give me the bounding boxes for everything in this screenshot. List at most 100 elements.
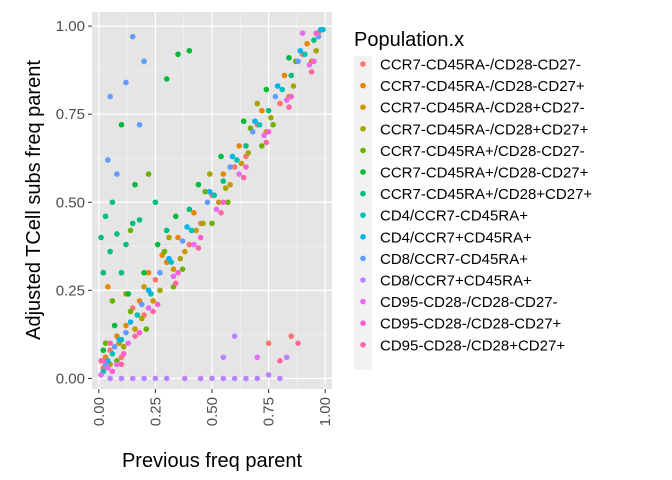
x-tick-label: 0.75: [261, 397, 278, 426]
legend-label: CCR7-CD45RA-/CD28+CD27+: [380, 121, 589, 138]
data-point: [136, 329, 143, 336]
data-point: [306, 62, 313, 68]
data-point: [129, 33, 136, 40]
data-point: [179, 266, 186, 273]
legend-key: [360, 277, 366, 283]
data-point: [179, 238, 186, 244]
legend-key: [360, 126, 366, 132]
data-point: [197, 375, 204, 382]
data-point: [302, 51, 308, 58]
data-point: [120, 350, 127, 357]
legend-key: [360, 104, 366, 110]
x-axis-title: Previous freq parent: [122, 450, 303, 472]
legend-key: [360, 190, 366, 197]
data-point: [193, 227, 199, 234]
data-point: [118, 361, 125, 368]
legend-label: CD4/CCR7-CD45RA+: [380, 208, 528, 225]
data-point: [186, 206, 193, 213]
legend-label: CD8/CCR7-CD45RA+: [380, 251, 528, 268]
data-point: [186, 47, 193, 54]
data-point: [191, 210, 197, 216]
data-point: [270, 121, 276, 128]
data-point: [252, 118, 258, 125]
data-point: [105, 365, 111, 371]
data-point: [265, 372, 272, 378]
data-point: [186, 241, 193, 248]
data-point: [243, 164, 249, 170]
y-axis-title: Adjusted TCell subs freq parent: [23, 60, 45, 340]
data-point: [172, 213, 179, 220]
data-point: [134, 312, 141, 318]
data-points: [98, 26, 326, 382]
data-point: [145, 287, 152, 294]
data-point: [125, 340, 132, 346]
legend-label: CD95-CD28-/CD28+CD27+: [380, 337, 565, 354]
data-point: [209, 375, 215, 382]
data-point: [234, 157, 240, 163]
data-point: [202, 188, 209, 195]
data-point: [100, 269, 107, 276]
data-point: [107, 248, 113, 255]
data-point: [206, 188, 213, 195]
data-point: [111, 322, 118, 329]
data-point: [109, 368, 116, 375]
data-point: [263, 139, 270, 146]
data-point: [261, 132, 267, 139]
legend-label: CD95-CD28-/CD28-CD27+: [380, 316, 562, 333]
data-point: [166, 255, 172, 262]
data-point: [220, 171, 227, 177]
data-point: [100, 347, 107, 354]
y-tick-label: 0.75: [56, 106, 85, 123]
data-point: [197, 234, 204, 241]
data-point: [225, 199, 231, 206]
legend-label: CCR7-CD45RA-/CD28-CD27-: [380, 57, 581, 74]
y-tick-label: 0.25: [56, 282, 85, 299]
data-point: [195, 245, 202, 251]
data-point: [311, 37, 317, 43]
data-point: [286, 104, 292, 110]
data-point: [209, 220, 215, 227]
data-point: [243, 143, 249, 149]
data-point: [105, 157, 111, 163]
data-point: [272, 93, 279, 100]
data-point: [295, 340, 301, 346]
data-point: [161, 248, 168, 255]
data-point: [288, 333, 295, 339]
data-point: [105, 284, 111, 290]
data-point: [166, 234, 172, 241]
data-point: [211, 192, 218, 199]
data-point: [116, 336, 122, 343]
data-point: [141, 269, 147, 276]
data-point: [154, 241, 161, 248]
data-point: [218, 210, 224, 216]
data-point: [127, 227, 134, 234]
y-tick-label: 0.50: [56, 194, 85, 211]
data-point: [281, 72, 288, 79]
y-tick-label: 0.00: [56, 370, 85, 387]
data-point: [102, 213, 109, 220]
data-point: [227, 181, 233, 188]
legend-label: CD95-CD28-/CD28-CD27-: [380, 294, 558, 311]
data-point: [107, 340, 113, 346]
data-point: [129, 220, 136, 227]
data-point: [204, 199, 211, 206]
data-point: [163, 227, 170, 234]
data-point: [286, 55, 292, 61]
data-point: [195, 181, 202, 188]
data-point: [184, 224, 190, 230]
data-point: [283, 97, 290, 103]
data-point: [139, 301, 145, 308]
legend-label: CD8/CCR7+CD45RA+: [380, 273, 532, 290]
data-point: [245, 150, 252, 156]
data-point: [123, 79, 129, 86]
data-point: [132, 181, 138, 188]
data-point: [118, 269, 125, 276]
data-point: [311, 58, 317, 65]
data-point: [243, 375, 249, 382]
data-point: [200, 220, 206, 227]
legend-key: [360, 169, 366, 175]
data-point: [188, 227, 195, 234]
data-point: [139, 315, 145, 322]
data-point: [265, 340, 272, 346]
data-point: [175, 51, 181, 58]
